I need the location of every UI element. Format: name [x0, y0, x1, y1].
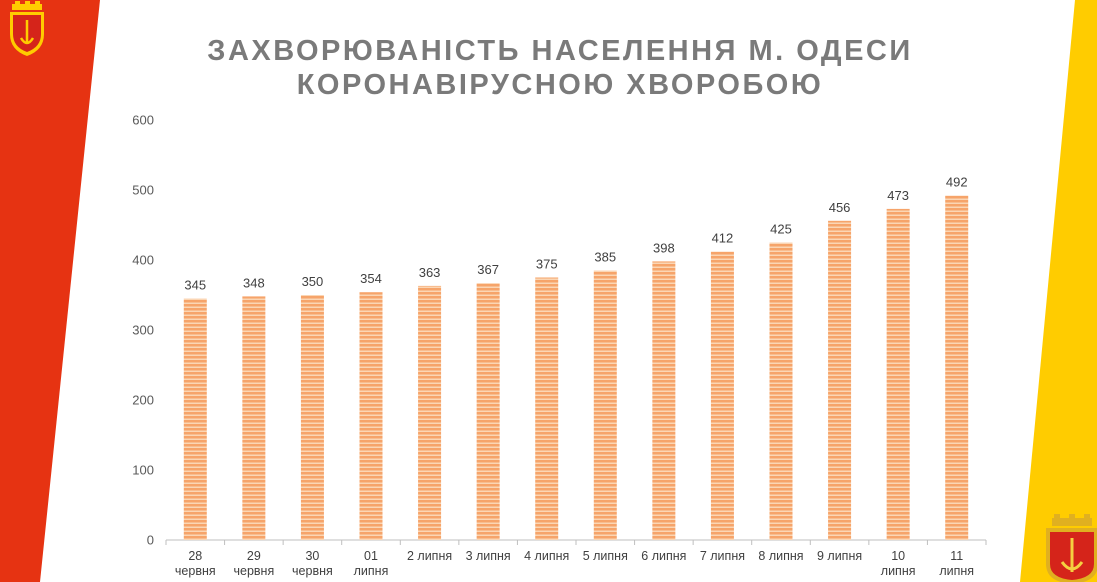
data-label: 473 — [887, 188, 909, 203]
data-label: 375 — [536, 257, 558, 272]
bar — [593, 270, 617, 540]
x-tick-label: 3 липня — [466, 549, 511, 563]
data-label: 456 — [829, 200, 851, 215]
data-label: 367 — [477, 262, 499, 277]
x-tick-label: червня — [233, 564, 274, 578]
x-tick-label: 4 липня — [524, 549, 569, 563]
odesa-coat-of-arms-icon — [1046, 514, 1097, 582]
y-tick-label: 0 — [147, 533, 154, 548]
y-tick-label: 100 — [132, 463, 154, 478]
data-label: 398 — [653, 240, 675, 255]
bar — [886, 208, 910, 540]
bar — [183, 298, 207, 540]
x-tick-label: червня — [175, 564, 216, 578]
bar — [359, 292, 383, 540]
data-label: 412 — [712, 231, 734, 246]
x-tick-label: 9 липня — [817, 549, 862, 563]
data-label: 350 — [302, 274, 324, 289]
y-axis: 0 100 200 300 400 500 600 — [132, 113, 154, 548]
x-tick-label: червня — [292, 564, 333, 578]
bar — [242, 296, 266, 540]
x-tick-label: липня — [354, 564, 389, 578]
x-tick-label: 2 липня — [407, 549, 452, 563]
x-tick-label: 6 липня — [641, 549, 686, 563]
x-tick-label: 29 — [247, 549, 261, 563]
x-tick-label: липня — [939, 564, 974, 578]
chart-title-line-2: КОРОНАВІРУСНОЮ ХВОРОБОЮ — [296, 69, 824, 101]
y-tick-label: 500 — [132, 183, 154, 198]
x-tick-label: липня — [881, 564, 916, 578]
chart-title: ЗАХВОРЮВАНІСТЬ НАСЕЛЕННЯ М. ОДЕСИ КОРОНА… — [110, 34, 1010, 102]
x-tick-label: 11 — [950, 549, 963, 563]
data-label: 492 — [946, 175, 968, 190]
bar — [418, 285, 442, 540]
left-red-band — [0, 0, 100, 582]
odesa-coat-of-arms-icon — [10, 1, 44, 56]
chart-title-line-1: ЗАХВОРЮВАНІСТЬ НАСЕЛЕННЯ М. ОДЕСИ — [207, 35, 913, 67]
value-labels: 345 348 350 354 363 367 375 385 398 412 425 456 473 4… — [184, 175, 967, 293]
data-label: 354 — [360, 271, 382, 286]
bar — [476, 283, 500, 540]
bar — [769, 242, 793, 540]
y-tick-label: 600 — [132, 113, 154, 128]
bar — [945, 195, 969, 540]
data-label: 363 — [419, 265, 441, 280]
x-tick-label: 10 — [891, 549, 905, 563]
bar — [828, 220, 852, 541]
bars — [183, 195, 969, 541]
right-yellow-band — [1020, 0, 1097, 582]
x-tick-label: 28 — [188, 549, 202, 563]
x-tick-label: 30 — [305, 549, 319, 563]
bar — [652, 261, 676, 540]
x-tick-label: 5 липня — [583, 549, 628, 563]
y-tick-label: 300 — [132, 323, 154, 338]
y-tick-label: 200 — [132, 393, 154, 408]
data-label: 345 — [184, 278, 206, 293]
x-tick-label: 7 липня — [700, 549, 745, 563]
data-label: 425 — [770, 222, 792, 237]
data-label: 385 — [594, 250, 616, 265]
x-tick-label: 01 — [364, 549, 378, 563]
bar — [300, 295, 324, 540]
y-tick-label: 400 — [132, 253, 154, 268]
bar — [710, 251, 734, 540]
x-tick-label: 8 липня — [758, 549, 803, 563]
bar — [535, 277, 559, 540]
data-label: 348 — [243, 275, 265, 290]
